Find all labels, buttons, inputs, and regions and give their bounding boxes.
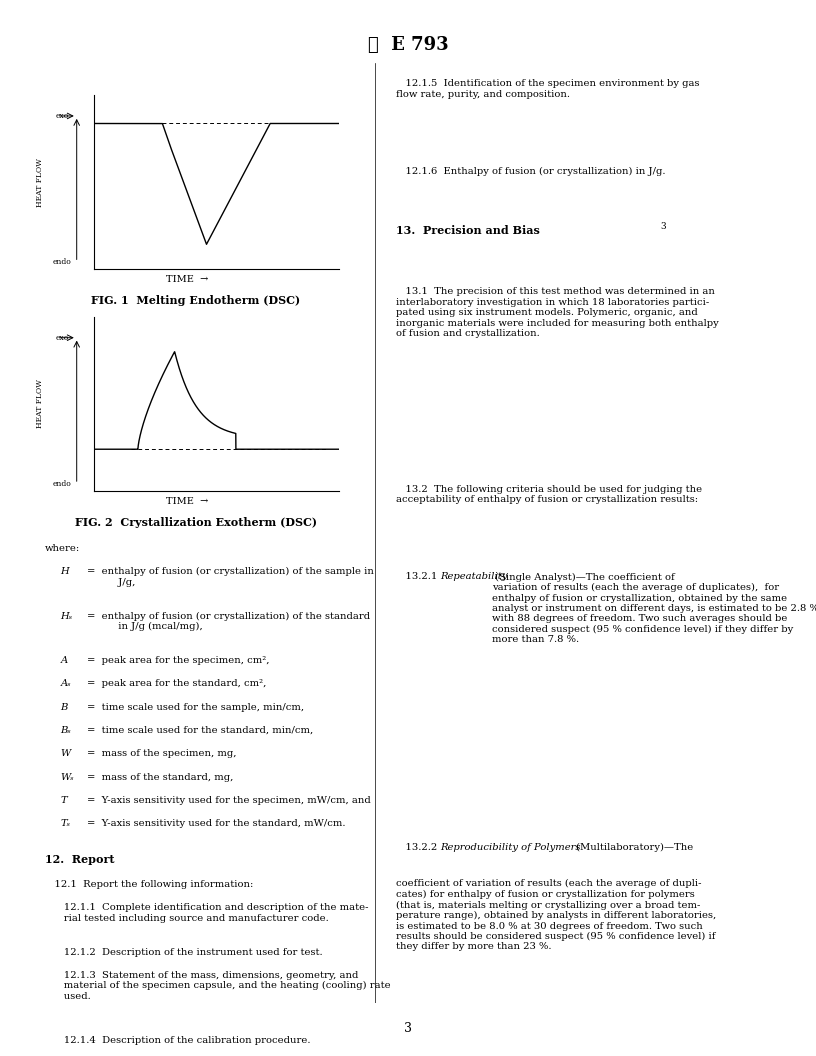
- Text: 13.2.1: 13.2.1: [396, 572, 443, 582]
- Text: Wₛ: Wₛ: [60, 773, 74, 781]
- Text: =  time scale used for the standard, min/cm,: = time scale used for the standard, min/…: [87, 725, 313, 735]
- Text: Hₛ: Hₛ: [60, 611, 73, 621]
- Text: Repeatability: Repeatability: [441, 572, 508, 582]
- Text: Tₛ: Tₛ: [60, 819, 71, 828]
- Text: coefficient of variation of results (each the average of dupli-
cates) for entha: coefficient of variation of results (eac…: [396, 880, 716, 951]
- Text: 13.2  The following criteria should be used for judging the
acceptability of ent: 13.2 The following criteria should be us…: [396, 485, 702, 504]
- Text: 12.1.5  Identification of the specimen environment by gas
flow rate, purity, and: 12.1.5 Identification of the specimen en…: [396, 79, 699, 98]
- Text: where:: where:: [45, 544, 80, 553]
- Text: Aₛ: Aₛ: [60, 679, 71, 689]
- Text: TIME  →: TIME →: [166, 497, 208, 506]
- Text: 12.  Report: 12. Report: [45, 854, 114, 865]
- Text: 12.1.3  Statement of the mass, dimensions, geometry, and
      material of the s: 12.1.3 Statement of the mass, dimensions…: [45, 970, 391, 1001]
- Text: =  mass of the specimen, mg,: = mass of the specimen, mg,: [87, 749, 237, 758]
- Text: TIME  →: TIME →: [166, 276, 208, 284]
- Text: 13.  Precision and Bias: 13. Precision and Bias: [396, 225, 543, 237]
- Text: FIG. 2  Crystallization Exotherm (DSC): FIG. 2 Crystallization Exotherm (DSC): [75, 517, 317, 528]
- Text: exo: exo: [55, 112, 69, 120]
- Text: =  Y-axis sensitivity used for the specimen, mW/cm, and: = Y-axis sensitivity used for the specim…: [87, 796, 371, 805]
- Text: 12.1  Report the following information:: 12.1 Report the following information:: [45, 880, 253, 889]
- Text: (Multilaboratory)—The: (Multilaboratory)—The: [574, 843, 694, 852]
- Text: 12.1.2  Description of the instrument used for test.: 12.1.2 Description of the instrument use…: [45, 947, 322, 957]
- Text: ⓐ  E 793: ⓐ E 793: [368, 36, 448, 54]
- Text: W: W: [60, 749, 71, 758]
- Text: 3: 3: [660, 222, 666, 230]
- Text: endo: endo: [53, 259, 71, 266]
- Text: exo: exo: [55, 334, 69, 342]
- Text: A: A: [60, 656, 68, 665]
- Text: H: H: [60, 567, 69, 577]
- Text: 12.1.1  Complete identification and description of the mate-
      rial tested i: 12.1.1 Complete identification and descr…: [45, 903, 368, 923]
- Text: Reproducibility of Polymers: Reproducibility of Polymers: [441, 843, 581, 852]
- Text: =  enthalpy of fusion (or crystallization) of the standard
          in J/g (mca: = enthalpy of fusion (or crystallization…: [87, 611, 370, 631]
- Text: 13.1  The precision of this test method was determined in an
interlaboratory inv: 13.1 The precision of this test method w…: [396, 287, 719, 338]
- Text: T: T: [60, 796, 67, 805]
- Text: =  peak area for the standard, cm²,: = peak area for the standard, cm²,: [87, 679, 267, 689]
- Text: =  peak area for the specimen, cm²,: = peak area for the specimen, cm²,: [87, 656, 270, 665]
- Text: endo: endo: [53, 480, 71, 488]
- Text: 13.2.2: 13.2.2: [396, 843, 443, 852]
- Text: B: B: [60, 702, 68, 712]
- Text: 3: 3: [404, 1022, 412, 1035]
- Text: HEAT FLOW: HEAT FLOW: [36, 157, 44, 207]
- Text: =  Y-axis sensitivity used for the standard, mW/cm.: = Y-axis sensitivity used for the standa…: [87, 819, 346, 828]
- Text: 12.1.6  Enthalpy of fusion (or crystallization) in J/g.: 12.1.6 Enthalpy of fusion (or crystalliz…: [396, 167, 665, 176]
- Text: =  enthalpy of fusion (or crystallization) of the sample in
          J/g,: = enthalpy of fusion (or crystallization…: [87, 567, 375, 587]
- Text: FIG. 1  Melting Endotherm (DSC): FIG. 1 Melting Endotherm (DSC): [91, 296, 300, 306]
- Text: (Single Analyst)—The coefficient of
variation of results (each the average of du: (Single Analyst)—The coefficient of vari…: [492, 572, 816, 644]
- Text: HEAT FLOW: HEAT FLOW: [36, 379, 44, 429]
- Text: 12.1.4  Description of the calibration procedure.: 12.1.4 Description of the calibration pr…: [45, 1036, 310, 1045]
- Text: =  time scale used for the sample, min/cm,: = time scale used for the sample, min/cm…: [87, 702, 304, 712]
- Text: Bₛ: Bₛ: [60, 725, 71, 735]
- Text: =  mass of the standard, mg,: = mass of the standard, mg,: [87, 773, 233, 781]
